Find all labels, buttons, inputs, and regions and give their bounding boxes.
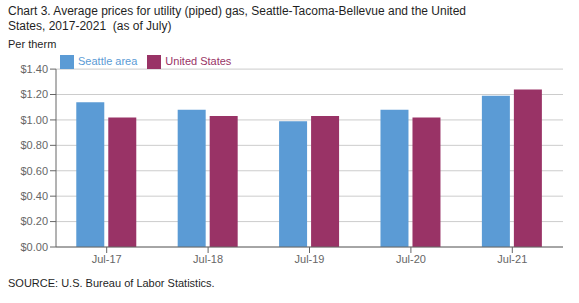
svg-text:Jul-17: Jul-17 (92, 253, 122, 265)
svg-text:Jul-20: Jul-20 (396, 253, 426, 265)
svg-text:Jul-19: Jul-19 (295, 253, 325, 265)
html-text:SOURCE: U.S. Bureau of Labor S: SOURCE: U.S. Bureau of Labor Statistics. (8, 277, 215, 289)
svg-text:$1.20: $1.20 (20, 88, 48, 100)
svg-text:$0.20: $0.20 (20, 215, 48, 227)
svg-text:$1.00: $1.00 (20, 114, 48, 126)
svg-text:Jul-18: Jul-18 (193, 253, 223, 265)
svg-text:$1.40: $1.40 (20, 63, 48, 75)
svg-text:$0.80: $0.80 (20, 139, 48, 151)
html-text:Per therm: Per therm (8, 38, 57, 50)
html-text:United States: United States (165, 55, 232, 67)
svg-text:Jul-21: Jul-21 (497, 253, 527, 265)
html-text:States, 2017-2021 (as of July): States, 2017-2021 (as of July) (8, 19, 172, 33)
html-text:Chart 3. Average prices for ut: Chart 3. Average prices for utility (pip… (8, 4, 466, 18)
svg-text:$0.60: $0.60 (20, 165, 48, 177)
html-text:Seattle area: Seattle area (78, 55, 138, 67)
svg-text:$0.40: $0.40 (20, 190, 48, 202)
svg-text:$0.00: $0.00 (20, 241, 48, 253)
